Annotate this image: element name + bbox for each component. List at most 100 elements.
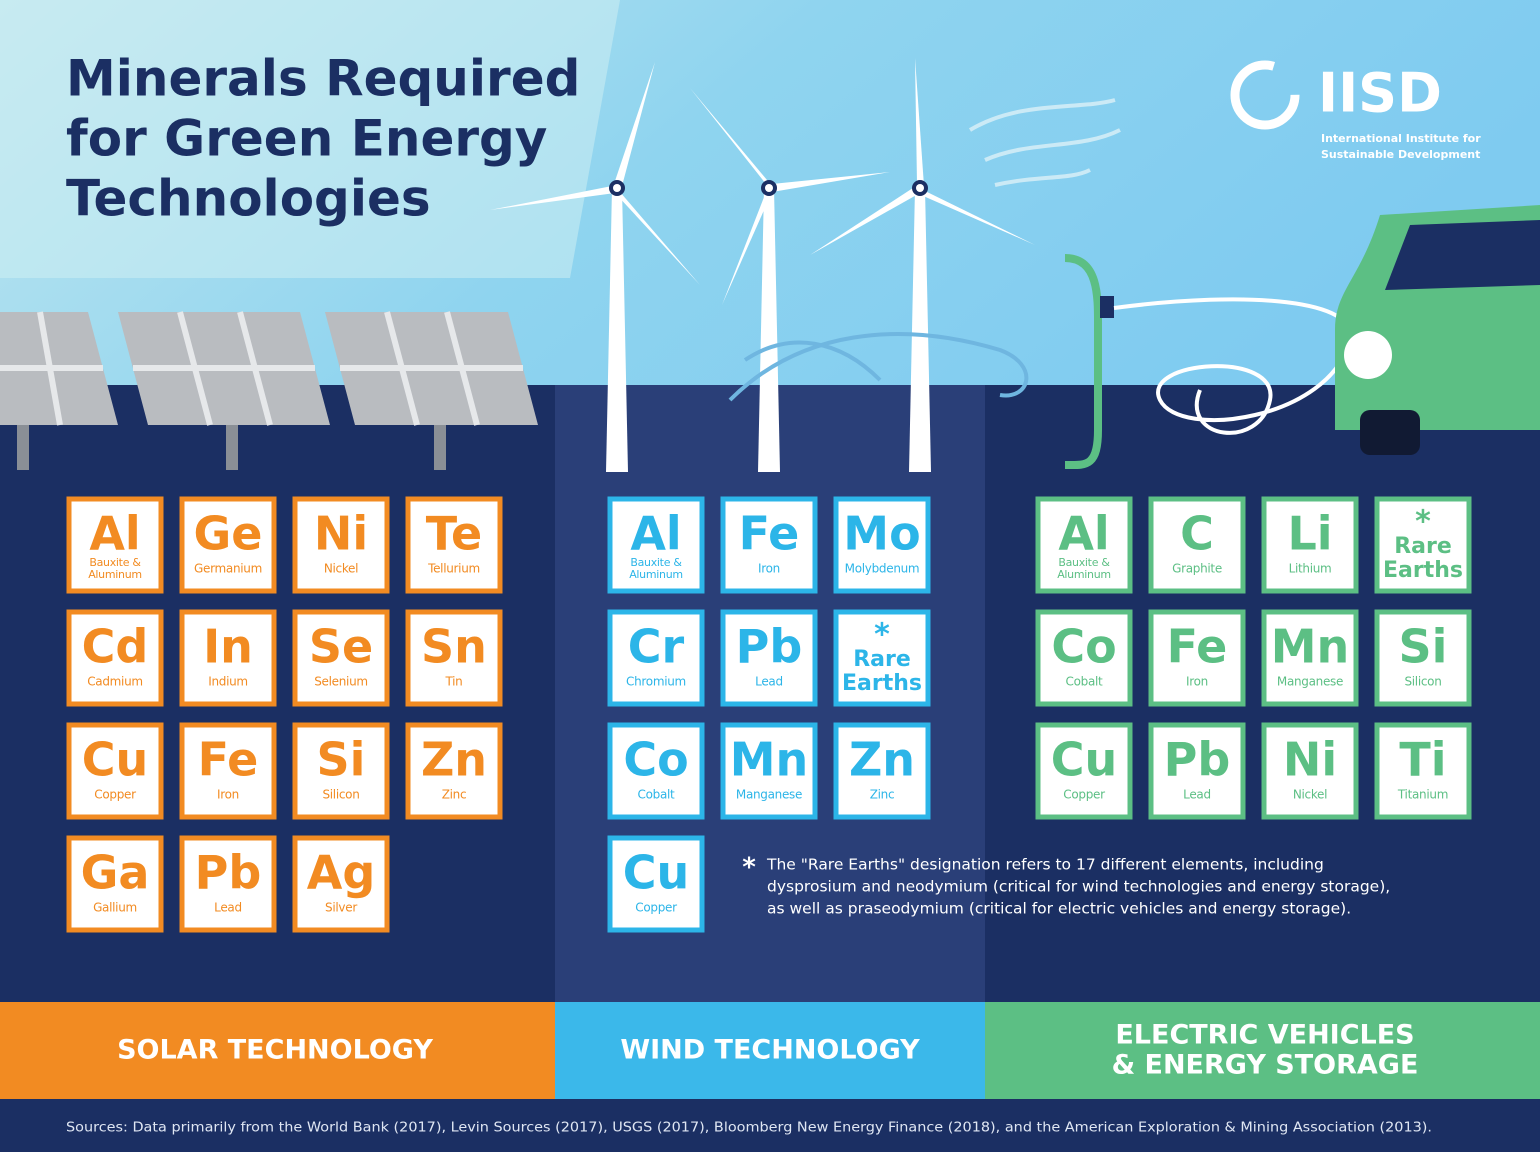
note-line: dysprosium and neodymium (critical for w… — [767, 878, 1390, 896]
element-name: Molybdenum — [845, 562, 920, 576]
rare-title: Rare — [853, 647, 911, 672]
element-name: Copper — [635, 901, 677, 915]
element-symbol: Pb — [195, 846, 262, 900]
logo-subtitle: International Institute for — [1321, 132, 1481, 145]
note-marker: * — [742, 853, 756, 883]
element-name: Indium — [208, 675, 248, 689]
element-symbol: In — [203, 620, 253, 674]
logo-name: IISD — [1318, 62, 1442, 125]
tile-box — [607, 722, 705, 820]
element-name: Iron — [758, 562, 780, 576]
sources: Sources: Data primarily from the World B… — [66, 1121, 1432, 1136]
element-name: Titanium — [1397, 788, 1448, 802]
element-symbol: Fe — [739, 507, 800, 561]
element-symbol: Cr — [628, 620, 685, 674]
element-symbol: Si — [317, 733, 366, 787]
element-name: Zinc — [870, 788, 895, 802]
element-symbol: Ag — [307, 846, 376, 900]
element-symbol: Al — [630, 507, 681, 561]
element-name: Lead — [214, 901, 242, 915]
tile-box — [833, 496, 931, 594]
element-name: Zinc — [442, 788, 467, 802]
element-name: Iron — [217, 788, 239, 802]
element-symbol: Pb — [1164, 733, 1231, 787]
element-symbol: Fe — [1167, 620, 1228, 674]
title-line: for Green Energy — [66, 110, 547, 168]
tile-box — [833, 609, 931, 707]
element-symbol: Co — [1051, 620, 1116, 674]
element-symbol: Mn — [730, 733, 809, 787]
tile-box — [179, 609, 277, 707]
tile-box — [720, 496, 818, 594]
element-name: Germanium — [194, 562, 262, 576]
element-name: Tin — [444, 675, 462, 689]
element-name: Selenium — [314, 675, 368, 689]
tile-box — [179, 835, 277, 933]
footer — [0, 1099, 1540, 1152]
rare-title: Earths — [842, 671, 922, 696]
element-name: Cobalt — [1066, 675, 1104, 689]
element-name: Lead — [755, 675, 783, 689]
note-line: The "Rare Earths" designation refers to … — [766, 856, 1324, 874]
tile-box — [1374, 496, 1472, 594]
tile-box — [179, 722, 277, 820]
sky-panel — [0, 0, 620, 278]
solar-panels — [0, 311, 538, 470]
element-name: Cadmium — [87, 675, 143, 689]
element-symbol: Ti — [1399, 733, 1446, 787]
element-name: Iron — [1186, 675, 1208, 689]
element-symbol: Zn — [849, 733, 915, 787]
element-symbol: Ni — [1283, 733, 1337, 787]
element-name: Aluminum — [88, 568, 142, 581]
element-symbol: Cd — [82, 620, 149, 674]
element-symbol: Li — [1287, 507, 1332, 561]
tile-box — [66, 496, 164, 594]
element-symbol: Al — [1058, 507, 1109, 561]
element-name: Nickel — [324, 562, 358, 576]
element-symbol: Ga — [81, 846, 150, 900]
rare-marker: * — [874, 618, 890, 653]
ev-band — [985, 1002, 1540, 1099]
element-name: Chromium — [626, 675, 686, 689]
tile-box — [66, 609, 164, 707]
tile-box — [66, 722, 164, 820]
element-name: Manganese — [1277, 675, 1343, 689]
tile-box — [833, 722, 931, 820]
logo-ring — [1230, 60, 1300, 130]
tile-box — [405, 496, 503, 594]
tile-box — [292, 496, 390, 594]
element-name: Copper — [1063, 788, 1105, 802]
section-label: WIND TECHNOLOGY — [620, 1035, 920, 1066]
element-symbol: Cu — [1051, 733, 1118, 787]
tile-box — [1035, 609, 1133, 707]
tile-box — [1374, 722, 1472, 820]
charger-and-car — [1064, 205, 1540, 470]
rare-title: Rare — [1394, 534, 1452, 559]
section-label: & ENERGY STORAGE — [1112, 1050, 1419, 1081]
element-symbol: Si — [1399, 620, 1448, 674]
element-name: Bauxite & — [1058, 556, 1110, 569]
tile-box — [1374, 609, 1472, 707]
wind-turbines — [490, 58, 1035, 472]
element-symbol: Ge — [194, 507, 263, 561]
element-symbol: Fe — [198, 733, 259, 787]
